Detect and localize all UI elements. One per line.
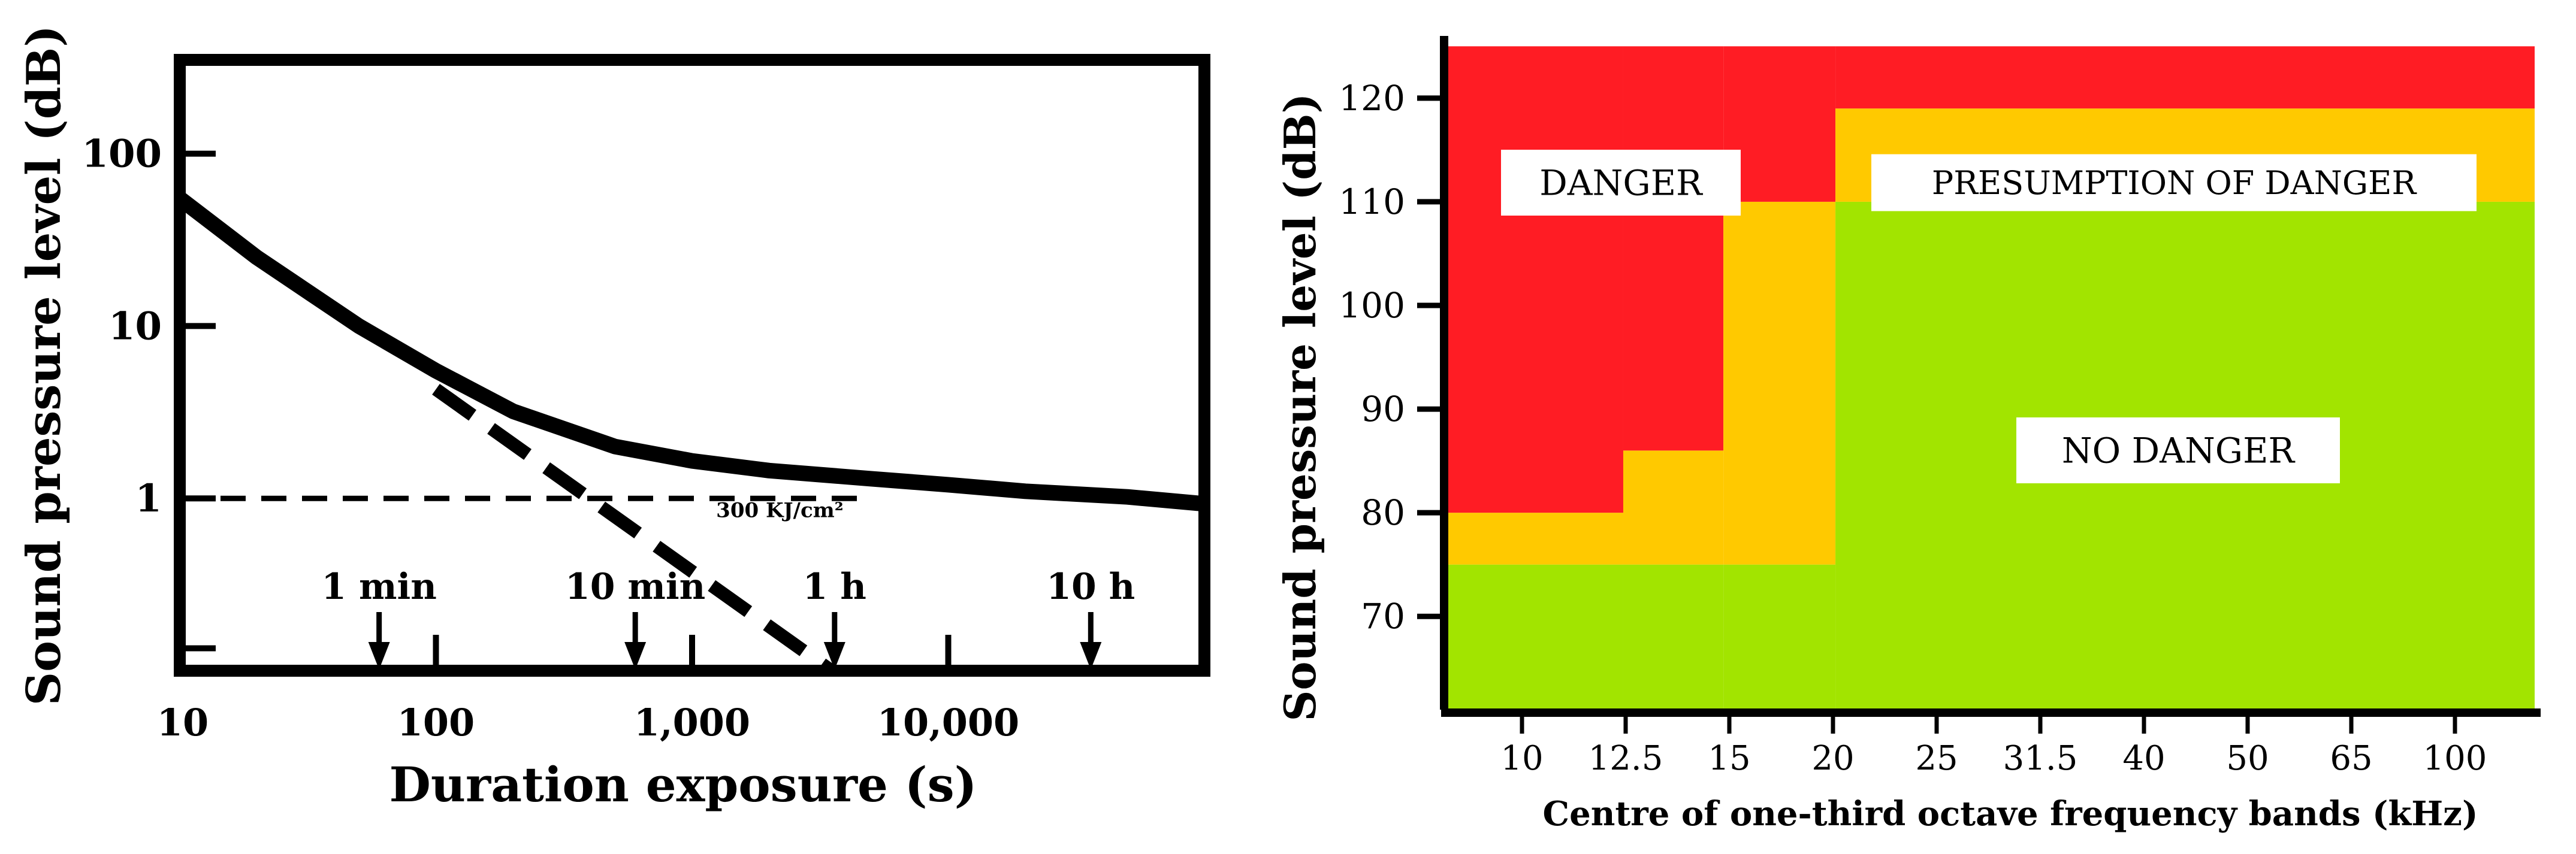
zone-label-presumption: PRESUMPTION OF DANGER <box>1932 164 2417 202</box>
zone-label-danger-box <box>1501 150 1741 216</box>
time-marker-arrow-head <box>368 642 390 670</box>
right-y-tick-label: 70 <box>1361 596 1405 637</box>
zone-presumption-band <box>1623 450 1724 565</box>
time-marker-label: 10 min <box>565 566 705 608</box>
right-chart: DANGER PRESUMPTION OF DANGER NO DANGER 70 8… <box>1275 36 2541 834</box>
right-y-tick-label: 90 <box>1361 389 1405 429</box>
time-marker-label: 1 h <box>803 566 866 608</box>
right-y-tick-label: 120 <box>1339 78 1405 119</box>
zone-no-danger-band <box>1723 564 1836 710</box>
left-y-tick-label: 10 <box>108 304 162 349</box>
zone-label-no-danger-box <box>2016 417 2340 483</box>
left-series-0-solid <box>175 192 1206 512</box>
zone-label-presumption-box <box>1871 154 2477 211</box>
time-marker-arrow-head <box>823 642 845 670</box>
time-marker-label: 1 min <box>321 566 437 608</box>
time-marker-arrow-head <box>1080 642 1102 670</box>
zone-label-danger: DANGER <box>1539 162 1704 203</box>
right-y-tick-label: 100 <box>1339 285 1405 326</box>
right-y-tick-label: 110 <box>1339 181 1405 222</box>
zone-danger-band <box>1723 46 1836 202</box>
right-x-tick-label: 15 <box>1708 739 1750 778</box>
zone-danger-band <box>1835 46 2535 109</box>
zone-no-danger-band <box>1447 564 1623 710</box>
right-x-tick-label: 100 <box>2423 739 2487 778</box>
left-chart: 300 KJ/cm² 1 min 10 min 1 h 10 h 1 10 100 10 100… <box>17 25 1210 813</box>
left-series-1-dashed <box>432 383 835 676</box>
left-y-axis-label: Sound pressure level (dB) <box>17 25 71 705</box>
right-x-tick-label: 40 <box>2122 739 2165 778</box>
right-y-axis-label: Sound pressure level (dB) <box>1275 93 1325 722</box>
right-x-axis-label: Centre of one-third octave frequency ban… <box>1543 794 2478 834</box>
right-x-tick-label: 31.5 <box>2003 739 2078 778</box>
time-marker-arrow-head <box>624 642 647 670</box>
zone-presumption-band <box>1723 201 1836 565</box>
time-marker-label: 10 h <box>1046 566 1135 608</box>
left-y-tick-label: 1 <box>135 476 162 521</box>
left-x-tick-label: 1,000 <box>634 701 750 744</box>
left-x-tick-label: 100 <box>397 701 475 744</box>
right-x-tick-label: 10 <box>1500 739 1543 778</box>
zone-label-no-danger: NO DANGER <box>2062 430 2296 471</box>
right-x-tick-label: 25 <box>1915 739 1958 778</box>
left-x-tick-label: 10,000 <box>877 701 1019 744</box>
zone-no-danger-band <box>1623 564 1724 710</box>
zone-danger-band <box>1623 46 1724 451</box>
left-x-tick-label: 10 <box>157 701 209 744</box>
energy-annotation: 300 KJ/cm² <box>716 498 843 522</box>
zone-danger-band <box>1447 46 1623 513</box>
right-x-tick-label: 65 <box>2330 739 2372 778</box>
left-y-tick-label: 100 <box>81 132 162 177</box>
right-x-tick-label: 20 <box>1811 739 1854 778</box>
right-x-tick-label: 12.5 <box>1589 739 1663 778</box>
right-y-tick-label: 80 <box>1361 492 1405 533</box>
zone-presumption-band <box>1447 513 1623 565</box>
right-x-tick-label: 50 <box>2226 739 2269 778</box>
left-x-axis-label: Duration exposure (s) <box>389 756 977 813</box>
